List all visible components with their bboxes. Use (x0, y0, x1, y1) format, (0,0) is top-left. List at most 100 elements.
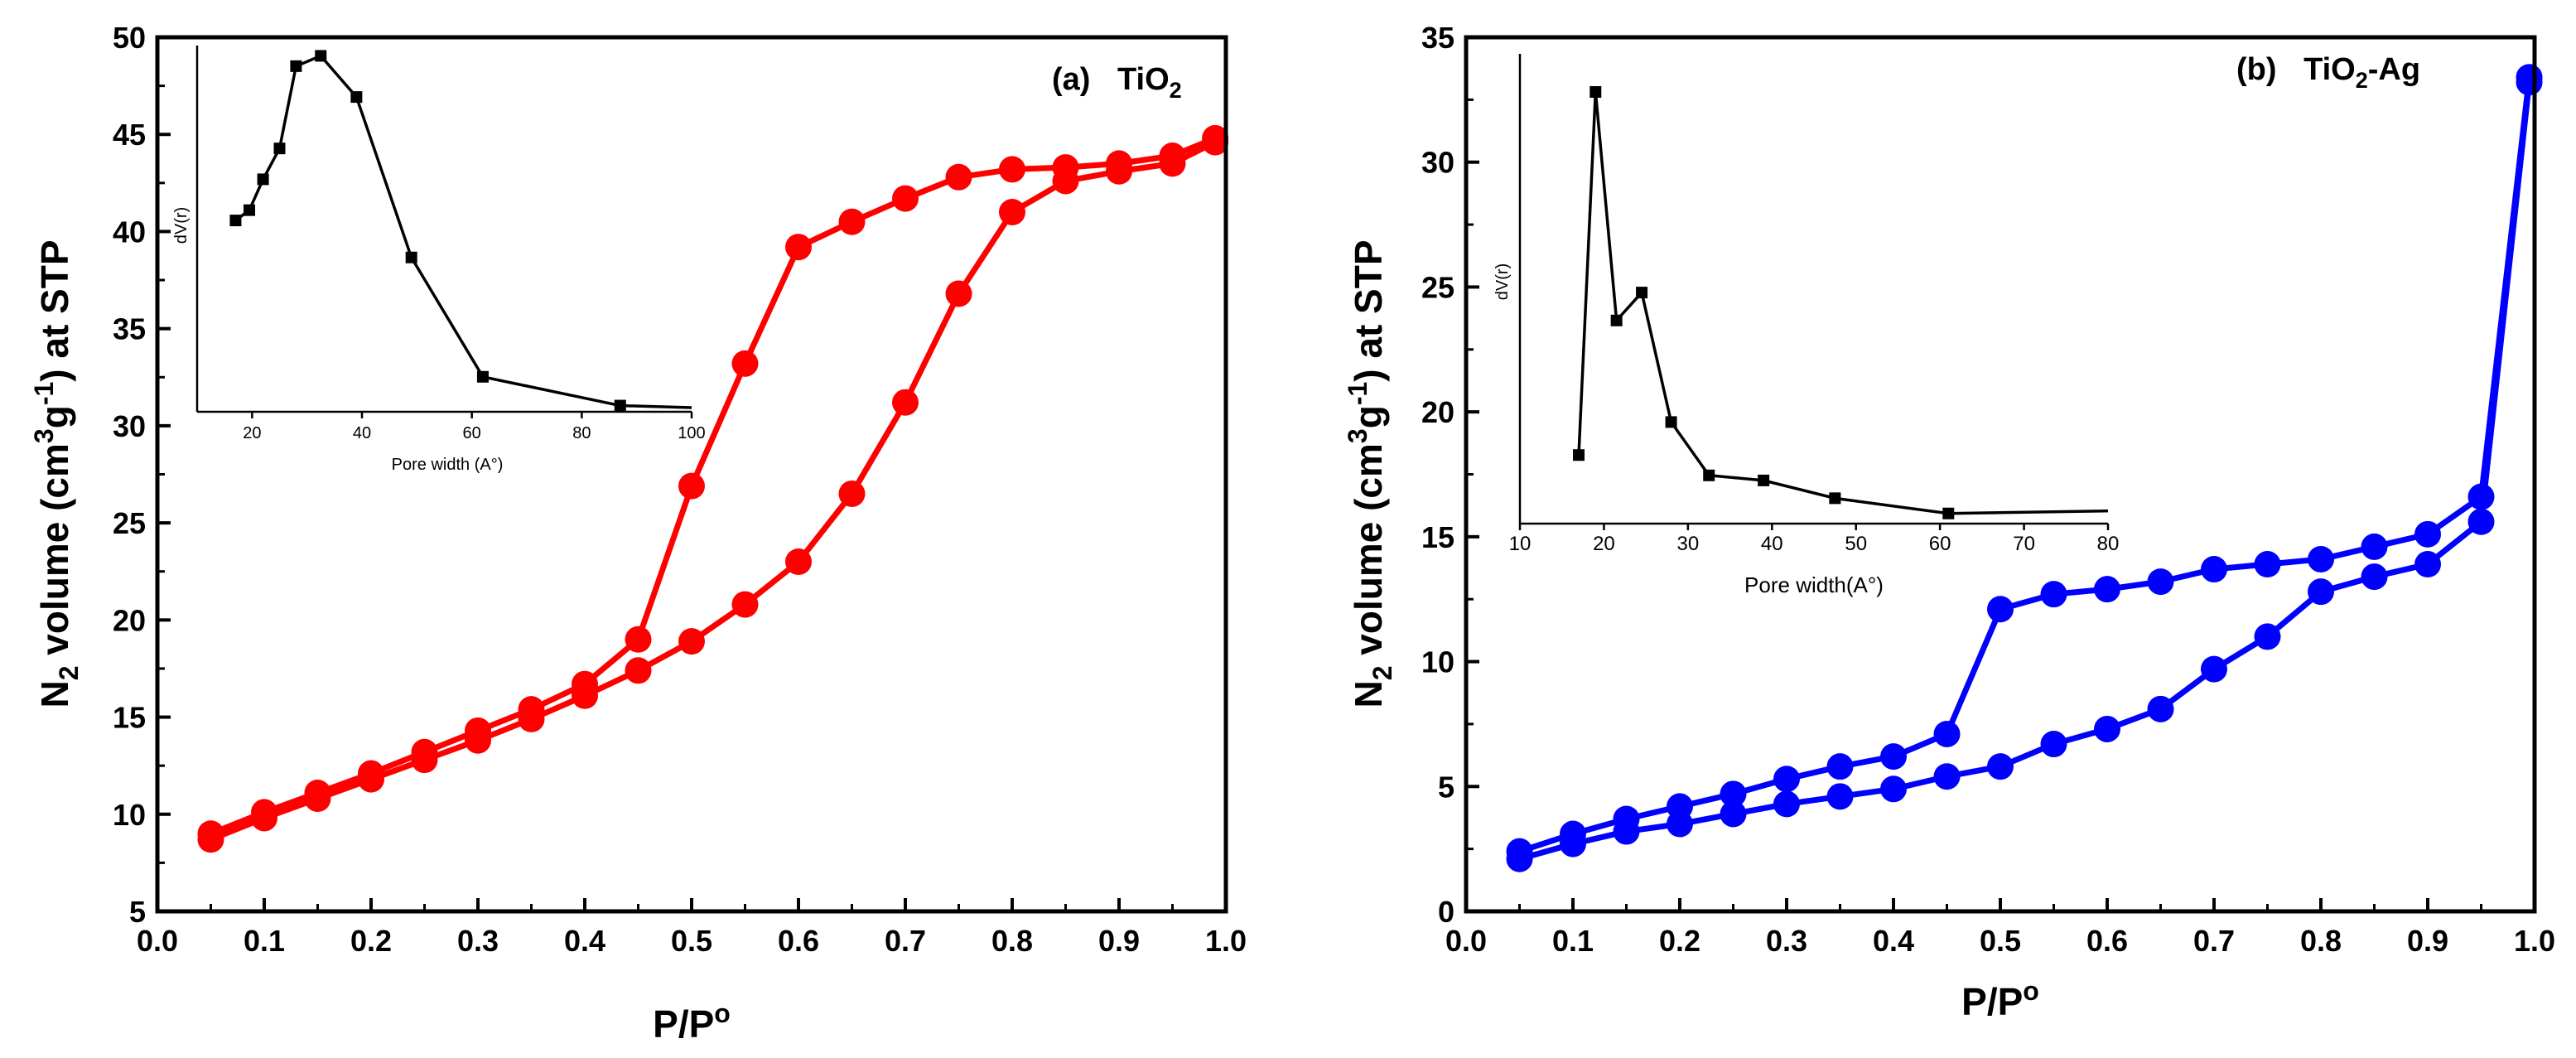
panel-a-inset-x-tick-label: 100 (678, 424, 705, 442)
panel-b-x-tick-label: 0.4 (1873, 924, 1914, 958)
panel-a-desorption-point (678, 472, 705, 500)
panel-b-adsorption-point (1933, 763, 1961, 790)
panel-b-desorption-point (1933, 720, 1961, 747)
panel-b-adsorption-point (2201, 655, 2227, 683)
panel-b-desorption-point (2467, 483, 2495, 510)
panel-b-x-tick-label: 0.6 (2086, 924, 2128, 958)
panel-a-desorption-point (411, 738, 438, 766)
panel-b-inset-point (1636, 287, 1648, 299)
panel-a-desorption-point (251, 799, 277, 826)
panel-a-desorption-point (625, 626, 652, 653)
panel-a-inset-point (257, 173, 269, 186)
panel-b-adsorption-point (1720, 800, 1747, 828)
panel-a-x-tick-label: 0.2 (350, 924, 392, 958)
panel-a-desorption-point (999, 156, 1025, 183)
panel-a-desorption-line (210, 135, 1217, 837)
panel-a-adsorption-point (892, 389, 919, 416)
panel-b-desorption-point (1987, 596, 2014, 623)
panel-b-x-axis-title-main: P/P (1961, 980, 2023, 1023)
panel-b-inset-point (1703, 469, 1715, 481)
panel-a-desorption-point (465, 717, 491, 744)
panel-a-desorption-point (945, 163, 972, 191)
panel-b-inset-x-tick-label: 20 (1593, 533, 1615, 555)
panel-b-adsorption-point (2414, 551, 2441, 578)
panel-b-desorption-line (1518, 76, 2533, 854)
panel-a-adsorption-point (625, 657, 652, 684)
panel-a-x-tick-label: 0.8 (991, 924, 1033, 958)
panel-a-desorption-point (785, 234, 812, 261)
panel-b-desorption-point (2040, 581, 2067, 608)
panel-b-adsorption-point (2467, 508, 2495, 535)
panel-b-y-axis-title-part-5: -1 (1343, 382, 1372, 405)
panel-b-desorption-point (1506, 838, 1533, 865)
panel-b-x-tick-label: 0.2 (1659, 924, 1700, 958)
panel-b-y-axis-title-part-3: 3 (1343, 428, 1372, 443)
panel-b-inset-line (1577, 91, 2109, 515)
panel-a-inset-point (614, 399, 626, 412)
panel-b-y-axis-title-part-1: 2 (1368, 666, 1397, 681)
panel-a-title: (a) TiO2 (1052, 62, 1182, 103)
panel-a-y-tick-label: 20 (113, 603, 146, 637)
panel-a-desorption-point (1159, 143, 1186, 170)
panel-a-adsorption-point (945, 280, 972, 307)
panel-b-x-axis-title-sup: o (2023, 976, 2039, 1006)
panel-a-inset-point (405, 251, 417, 263)
panel-a-y-axis-title-part-1: 2 (54, 666, 84, 681)
panel-b-inset-point (1573, 449, 1585, 461)
panel-a-x-axis-title: P/Po (653, 998, 731, 1046)
panel-b-x-tick-label: 0.0 (1445, 924, 1487, 958)
panel-b-inset-point (1829, 492, 1841, 505)
panel-a-inset-x-label: Pore width (A°) (392, 456, 504, 474)
panel-a-inset-point (273, 143, 286, 155)
panel-b-desorption-point (1880, 743, 1907, 771)
panel-b-desorption-point (1720, 780, 1747, 808)
panel-a-adsorption-line (210, 139, 1217, 843)
panel-a-adsorption-point (731, 591, 759, 618)
panel-b-inset-point (1610, 314, 1623, 326)
panel-b-title: (b) TiO2-Ag (2236, 52, 2420, 93)
panel-a-y-axis-title: N2 volume (cm3g-1) at STP (29, 239, 84, 708)
panel-a-x-tick-label: 0.4 (564, 924, 605, 958)
panel-a-desorption-point (1052, 154, 1079, 181)
panel-a-x-tick-label: 0.6 (778, 924, 819, 958)
panel-b-y-tick-label: 10 (1421, 645, 1454, 679)
panel-b-desorption-point (1773, 766, 1800, 793)
panel-b-desorption-point (2308, 545, 2334, 572)
panel-b-inset-x-tick-label: 80 (2097, 533, 2120, 555)
panel-a-x-tick-label: 0.7 (885, 924, 926, 958)
panel-a-inset-line (234, 54, 692, 409)
panel-a-desorption-point (731, 350, 759, 377)
panel-a-x-tick-label: 1.0 (1205, 924, 1247, 958)
panel-a-desorption-point (1202, 124, 1229, 152)
panel-a-inset-pore-distribution: 20 40 60 80 100 dV(r) Pore width (A°) (172, 46, 706, 474)
panel-b-inset-x-tick-label: 10 (1509, 533, 1532, 555)
panel-b-inset-point (1589, 85, 1602, 98)
panel-a-y-axis-title-part-4: g (33, 405, 76, 428)
panel-a-y-tick-label: 40 (113, 215, 146, 249)
panel-a-desorption-point (892, 185, 919, 212)
panel-b-tio2-ag-isotherm: 0.0 0.1 0.2 0.3 0.4 0.5 0.6 0.7 0.8 0.9 1.0 0 5 10 15 2… (1343, 21, 2555, 1023)
panel-b-y-tick-label: 35 (1421, 21, 1454, 55)
panel-a-y-axis-title-part-0: N (33, 680, 76, 708)
panel-a-inset-x-tick-label: 20 (243, 424, 261, 442)
panel-b-y-tick-label: 0 (1438, 895, 1454, 929)
panel-a-y-axis-title-part-5: -1 (29, 382, 59, 405)
panel-b-x-tick-label: 0.8 (2300, 924, 2342, 958)
panel-b-inset-x-tick-label: 70 (2013, 533, 2035, 555)
panel-b-x-tick-label: 0.5 (1980, 924, 2021, 958)
panel-b-adsorption-point (2147, 695, 2174, 722)
panel-a-inset-point (350, 91, 363, 104)
panel-a-y-tick-label: 30 (113, 409, 146, 443)
panel-a-desorption-point (358, 760, 384, 787)
panel-a-x-tick-label: 0.1 (244, 924, 285, 958)
panel-a-y-axis-title-part-3: 3 (29, 428, 59, 443)
panel-a-x-tick-label: 0.3 (457, 924, 499, 958)
panel-b-desorption-point (2414, 520, 2441, 548)
panel-b-adsorption-point (2308, 578, 2334, 606)
panel-b-adsorption-point (2361, 563, 2388, 591)
panel-a-inset-point (315, 50, 327, 62)
panel-a-desorption-point (838, 208, 866, 235)
panel-a-inset-point (476, 370, 489, 383)
panel-a-desorption-point (518, 696, 545, 723)
